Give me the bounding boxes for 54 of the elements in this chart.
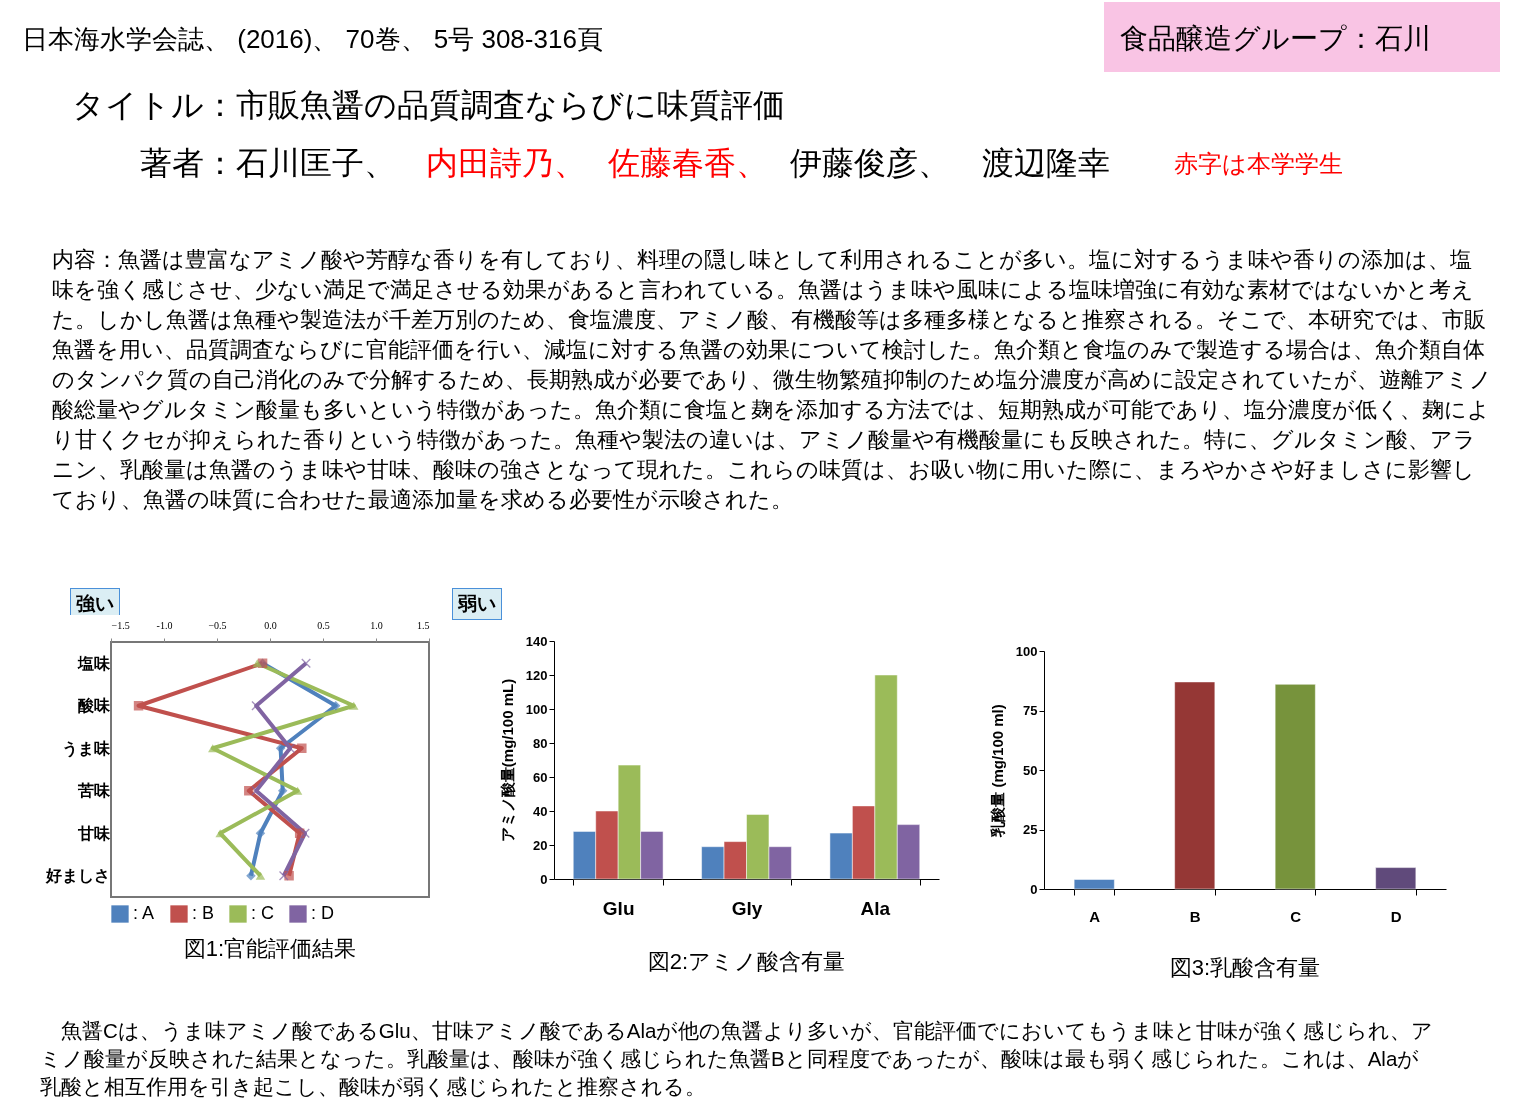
y-tick-label: 0: [1030, 881, 1038, 897]
x-tick-label: Gly: [731, 897, 763, 919]
x-tick-label: C: [1290, 907, 1302, 925]
x-tick-label: 0.0: [264, 619, 277, 631]
x-tick-label: Glu: [602, 897, 635, 919]
x-tick-label: 1.5: [417, 619, 430, 631]
x-tick-label: −1.5: [111, 619, 130, 631]
x-tick-label: 0.5: [317, 619, 330, 631]
text: 内容：魚醤は豊富なアミノ酸や芳醇な香りを有しており、料理の隠し味として利用されることが多い。塩に対するうま味や香りの添加は、塩味を強く感じさせ、少ない満足で満足させる効果があると言われている。魚醤はうま味や風味による塩味増強に有効な素材ではないかと考えた。しかし魚醤は魚種や製造法が千差万別のため、食塩濃度、アミノ酸、有機酸等は多種多様となると推察される。そこで、本研究では、市販魚醤を用い、品質調査ならびに官能評価を行い、減塩に対する魚醤の効果について検討した。魚介類と食塩のみで製造する場合は、魚介類自体のタンパク質の自己消化のみで分解するため、長期熟成が必要であり、微生物繁殖抑制のため塩分濃度が高めに設定されていたが、遊離アミノ酸総量やグルタミン酸量も多いという特徴があった。魚介類に食塩と麹を添加する方法では、短期熟成が可能であり、塩分濃度が低く、麹により甘くクセが抑えられた香りという特徴があった。魚種や製法の違いは、アミノ酸量や有機酸量にも反映された。特に、グルタミン酸、アラニン、乳酸量は魚醤のうま味や甘味、酸味の強さとなって現れた。これらの味質は、お吸い物に用いた際に、まろやかさや好ましさに影響しており、魚醤の味質に合わせた最適添加量を求める必要性が示唆された。: [52, 247, 1492, 512]
text: 食品醸造グループ：石川: [1104, 2, 1500, 72]
text: 強い: [70, 588, 120, 620]
y-tick-label: 120: [525, 667, 548, 683]
y-tick-label: 80: [533, 735, 548, 751]
text: 図2:アミノ酸含有量: [647, 949, 846, 974]
y-tick-label: 0: [540, 871, 548, 887]
x-tick-label: D: [1390, 907, 1402, 925]
text: 佐藤春香、: [608, 144, 768, 183]
y-tick-label: うま味: [61, 739, 111, 758]
text: 魚醤Cは、うま味アミノ酸であるGlu、甘味アミノ酸であるAlaが他の魚醤より多いが、官能評価でにおいてもうま味と甘味が強く感じられ、アミノ酸量が反映された結果となった。乳酸量は、酸味が強く感じられた魚醤Bと同程度であったが、酸味は最も弱く感じられた。これは、Alaが乳酸と相互作用を引き起こし、酸味が弱く感じられたと推察される。: [40, 1018, 1435, 1100]
text: 図3:乳酸含有量: [1169, 955, 1321, 980]
y-tick-label: 甘味: [76, 824, 111, 842]
x-tick-label: B: [1189, 907, 1201, 925]
legend-label: : D: [311, 903, 335, 923]
y-tick-label: 60: [533, 769, 548, 785]
y-tick-label: 苦味: [76, 782, 111, 800]
text: 赤字は本学学生: [1174, 149, 1343, 179]
y-tick-label: 140: [525, 633, 548, 649]
y-tick-label: 50: [1023, 762, 1038, 778]
y-tick-label: 40: [533, 803, 548, 819]
x-tick-label: 1.0: [370, 619, 383, 631]
text: 著者：石川匡子、: [140, 144, 396, 183]
text: 日本海水学会誌、 (2016)、 70巻、 5号 308-316頁: [22, 23, 603, 56]
y-tick-label: 塩味: [76, 654, 111, 672]
y-tick-label: 75: [1023, 703, 1038, 718]
y-tick-label: 20: [533, 837, 548, 853]
y-tick-label: 100: [1015, 643, 1038, 659]
text: 内田詩乃、: [426, 144, 586, 183]
x-tick-label: −0.5: [208, 619, 227, 631]
text: タイトル：市販魚醤の品質調査ならびに味質評価: [72, 86, 785, 125]
y-tick-label: 好ましさ: [44, 867, 110, 885]
x-tick-label: Ala: [860, 897, 891, 919]
x-tick-label: -1.0: [156, 619, 173, 631]
y-tick-label: 100: [525, 701, 548, 717]
legend-label: : C: [251, 903, 275, 923]
y-axis-title: アミノ酸量(mg/100 mL): [498, 678, 516, 843]
y-axis-title: 乳酸量 (mg/100 ml): [988, 704, 1006, 838]
text: 弱い: [452, 588, 502, 620]
legend-label: : B: [192, 903, 215, 923]
x-tick-label: A: [1089, 907, 1101, 925]
legend-label: : A: [133, 903, 155, 923]
y-tick-label: 25: [1023, 822, 1038, 837]
text: 伊藤俊彦、 渡辺隆幸: [790, 144, 1110, 183]
y-tick-label: 酸味: [77, 697, 111, 715]
text: 図1:官能評価結果: [183, 936, 357, 961]
